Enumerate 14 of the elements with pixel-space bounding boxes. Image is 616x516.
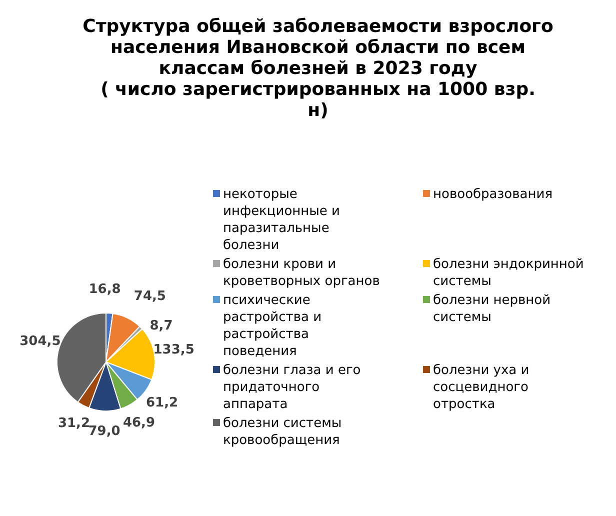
chart-title: Структура общей заболеваемости взрослого населения Ивановской области по всем классам болезней в 2023 году ( число зарегистрированных на 1000 взр. н) xyxy=(82,16,554,121)
data-label: 79,0 xyxy=(88,424,120,439)
data-label: 16,8 xyxy=(88,282,121,298)
legend-label: новообразования xyxy=(433,187,553,202)
data-label: 46,9 xyxy=(122,416,156,431)
legend-label: болезни нервной системы xyxy=(433,293,551,325)
data-label: 61,2 xyxy=(146,395,178,410)
data-label: 31,2 xyxy=(58,416,90,432)
data-label: 304,5 xyxy=(20,334,61,350)
data-label: 8,7 xyxy=(150,318,173,334)
data-label: 74,5 xyxy=(134,288,166,304)
data-label: 133,5 xyxy=(153,342,194,358)
legend-label: болезни системы кровообращения xyxy=(223,416,342,448)
legend-label: болезни уха и сосцевидного отростка xyxy=(433,363,530,412)
